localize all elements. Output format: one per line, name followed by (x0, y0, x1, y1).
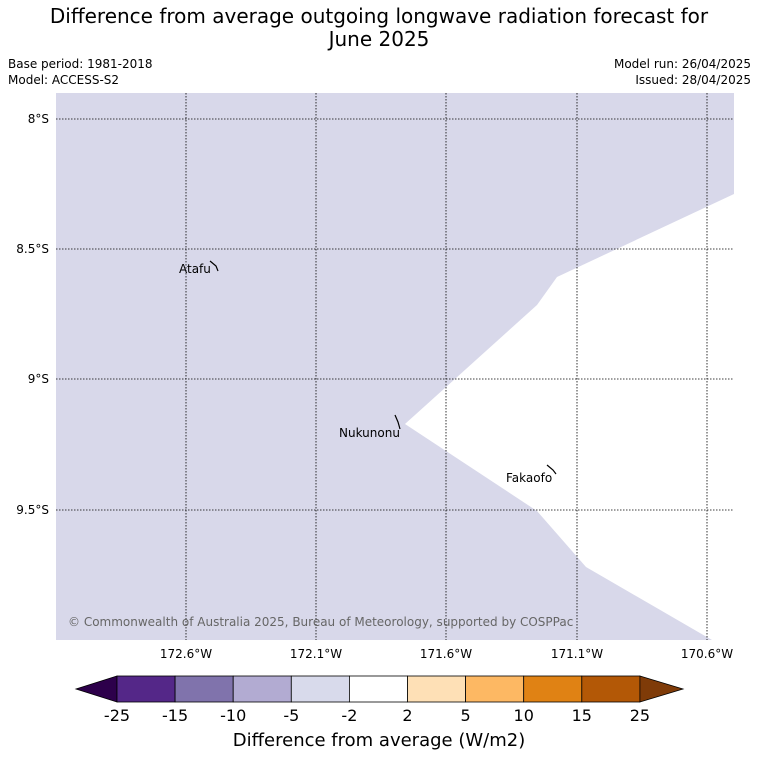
base-period: Base period: 1981-2018 (8, 57, 153, 71)
colorbar-segment (465, 675, 525, 703)
atolls (209, 260, 557, 475)
colorbar-tick-label: 2 (402, 706, 412, 725)
place-label-nukunonu: Nukunonu (339, 426, 400, 440)
colorbar-tick-label: 15 (572, 706, 592, 725)
issued-date: Issued: 28/04/2025 (635, 73, 751, 87)
lon-label-171-1w: 171.1°W (551, 647, 603, 661)
lat-label-8-5s: 8.5°S (16, 242, 49, 256)
info-left: Base period: 1981-2018 Model: ACCESS-S2 (8, 56, 153, 88)
model-name: Model: ACCESS-S2 (8, 73, 120, 87)
colorbar-tick-label: -5 (283, 706, 299, 725)
colorbar-extend-high (639, 675, 685, 703)
info-right: Model run: 26/04/2025 Issued: 28/04/2025 (614, 56, 751, 88)
model-run: Model run: 26/04/2025 (613, 57, 751, 71)
title-line-2: June 2025 (328, 27, 430, 51)
lon-label-170-6w: 170.6°W (681, 647, 733, 661)
colorbar-segment (232, 675, 292, 703)
atafu-atoll-outline (209, 260, 219, 272)
longitude-labels: 172.6°W 172.1°W 171.6°W 171.1°W 170.6°W (160, 647, 733, 661)
place-labels: Atafu Nukunonu Fakaofo (179, 262, 552, 485)
colorbar-segment (116, 675, 176, 703)
lat-label-9s: 9°S (28, 372, 49, 386)
colorbar-tick-label: -10 (220, 706, 246, 725)
copyright-notice: © Commonwealth of Australia 2025, Bureau… (68, 615, 573, 629)
fakaofo-atoll-outline (546, 464, 557, 475)
colorbar-segment (407, 675, 466, 703)
colorbar-tick-label: -15 (162, 706, 188, 725)
colorbar-tick-label: 5 (461, 706, 471, 725)
place-label-atafu: Atafu (179, 262, 211, 276)
lat-label-9-5s: 9.5°S (16, 503, 49, 517)
lon-label-171-6w: 171.6°W (420, 647, 472, 661)
colorbar-label: Difference from average (W/m2) (232, 730, 526, 751)
lon-label-172-1w: 172.1°W (290, 647, 342, 661)
colorbar-extend-low (74, 675, 118, 703)
colorbar-tick-label: 25 (630, 706, 650, 725)
nukunonu-atoll-outline (394, 414, 401, 430)
latitude-labels: 8°S 8.5°S 9°S 9.5°S (16, 112, 49, 517)
lat-label-8s: 8°S (28, 112, 49, 126)
place-label-fakaofo: Fakaofo (506, 471, 552, 485)
colorbar-segment (290, 675, 350, 703)
lon-label-172-6w: 172.6°W (160, 647, 212, 661)
map-area: 8°S 8.5°S 9°S 9.5°S 172.6°W 172.1°W 171.… (16, 93, 734, 661)
colorbar-segment (523, 675, 583, 703)
title-line-1: Difference from average outgoing longwav… (49, 4, 709, 28)
gridlines (56, 93, 734, 640)
colorbar-segment (348, 675, 408, 703)
colorbar: -25 -15 -10 -5 -2 2 5 10 15 25 (74, 675, 685, 725)
colorbar-segment (581, 675, 641, 703)
colorbar-tick-label: -25 (104, 706, 130, 725)
chart-title: Difference from average outgoing longwav… (0, 5, 758, 51)
colorbar-segment (174, 675, 234, 703)
colorbar-tick-label: -2 (341, 706, 357, 725)
forecast-field-region (56, 93, 734, 640)
colorbar-tick-label: 10 (514, 706, 534, 725)
